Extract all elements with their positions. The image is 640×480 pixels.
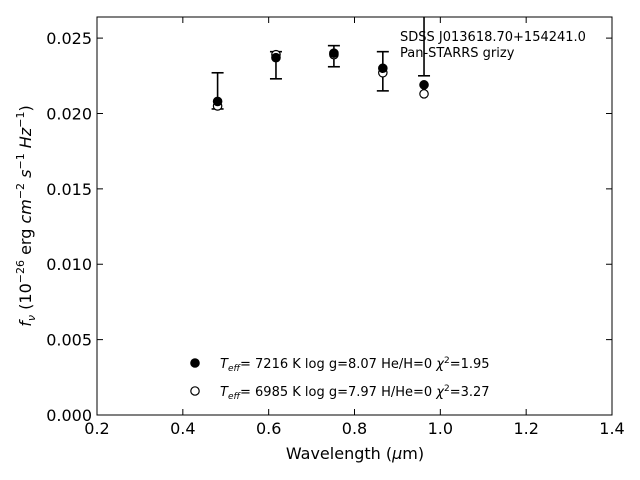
y-axis-label: fν (10−26 erg cm−2 s−1 Hz−1) xyxy=(14,105,38,326)
x-axis-ticks: 0.2 0.4 0.6 0.8 1.0 1.2 1.4 xyxy=(84,17,625,438)
legend-entry-1: Teff= 7216 K log g=8.07 He/H=0 χ2=1.95 xyxy=(220,356,490,374)
y-tick-label: 0.020 xyxy=(46,104,92,123)
x-tick-label: 1.0 xyxy=(428,419,453,438)
y-axis-ticks: 0.000 0.005 0.010 0.015 0.020 0.025 xyxy=(46,29,612,425)
y-tick-label: 0.025 xyxy=(46,29,92,48)
point-filled xyxy=(419,80,429,90)
point-open xyxy=(419,89,429,99)
legend: Teff= 7216 K log g=8.07 He/H=0 χ2=1.95 T… xyxy=(190,356,490,402)
plot-frame xyxy=(96,16,613,416)
legend-marker-filled xyxy=(190,358,200,368)
x-tick-label: 0.4 xyxy=(170,419,195,438)
point-filled xyxy=(378,63,388,74)
x-tick-label: 0.6 xyxy=(256,419,281,438)
x-tick-label: 0.2 xyxy=(84,419,109,438)
annotation-survey: Pan-STARRS grizy xyxy=(400,46,515,61)
x-tick-label: 1.4 xyxy=(599,419,624,438)
y-tick-label: 0.010 xyxy=(46,255,92,274)
y-tick-label: 0.015 xyxy=(46,180,92,199)
point-filled xyxy=(212,96,223,107)
y-tick-label: 0.005 xyxy=(46,331,92,350)
point-filled xyxy=(329,48,339,58)
annotation-object: SDSS J013618.70+154241.0 xyxy=(400,30,586,45)
x-tick-label: 0.8 xyxy=(342,419,367,438)
legend-entry-2: Teff= 6985 K log g=7.97 H/He=0 χ2=3.27 xyxy=(220,384,490,402)
legend-marker-open xyxy=(190,386,200,396)
y-tick-label: 0.000 xyxy=(46,406,92,425)
x-tick-label: 1.2 xyxy=(513,419,538,438)
x-axis-label: Wavelength (μm) xyxy=(286,444,424,463)
data-layer xyxy=(211,17,431,111)
point-filled xyxy=(271,52,281,63)
